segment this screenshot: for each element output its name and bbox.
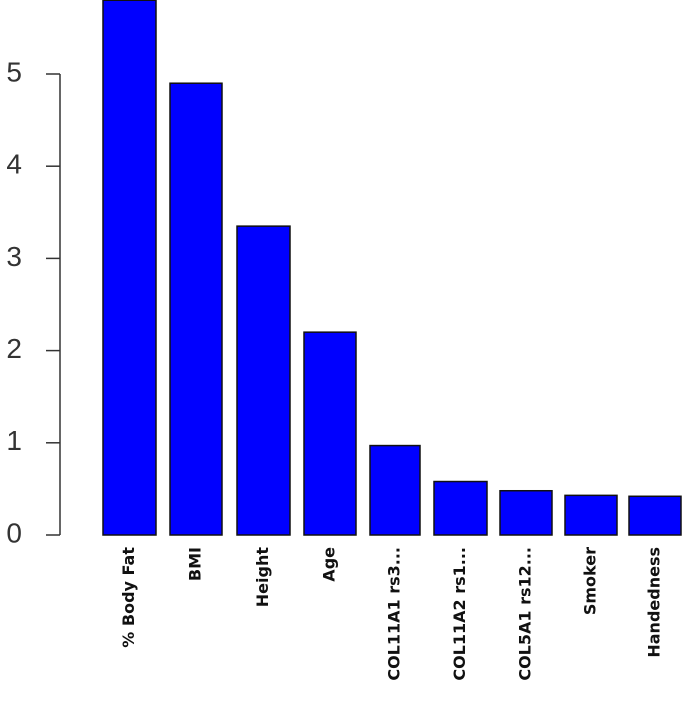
y-tick-label: 4 <box>6 149 22 180</box>
bars <box>102 0 682 536</box>
x-category-label: Handedness <box>645 547 664 658</box>
y-axis: 0 1 2 3 4 5 <box>6 56 61 548</box>
bar <box>564 494 618 536</box>
x-category-label: COL11A2 rs1... <box>450 547 469 681</box>
x-category-label: % Body Fat <box>119 547 138 648</box>
x-category-label: Height <box>253 547 272 608</box>
x-axis-labels: % Body Fat BMI Height Age COL11A1 rs3... COL1… <box>119 547 664 681</box>
x-category-label: Smoker <box>581 547 600 615</box>
y-tick-label: 5 <box>6 56 22 87</box>
y-tick-label: 1 <box>6 425 22 456</box>
bar <box>303 331 357 536</box>
bar <box>499 489 553 536</box>
y-tick-label: 2 <box>6 333 22 364</box>
x-category-label: COL5A1 rs12... <box>516 547 535 681</box>
bar <box>628 495 682 536</box>
y-tick-label: 3 <box>6 241 22 272</box>
bar <box>169 82 223 536</box>
x-category-label: BMI <box>186 547 205 581</box>
bar <box>236 225 291 536</box>
x-category-label: COL11A1 rs3... <box>385 547 404 681</box>
x-category-label: Age <box>320 547 339 582</box>
y-tick-label: 0 <box>6 517 22 548</box>
bar <box>102 0 157 536</box>
bar <box>369 444 421 536</box>
bar <box>433 480 488 536</box>
